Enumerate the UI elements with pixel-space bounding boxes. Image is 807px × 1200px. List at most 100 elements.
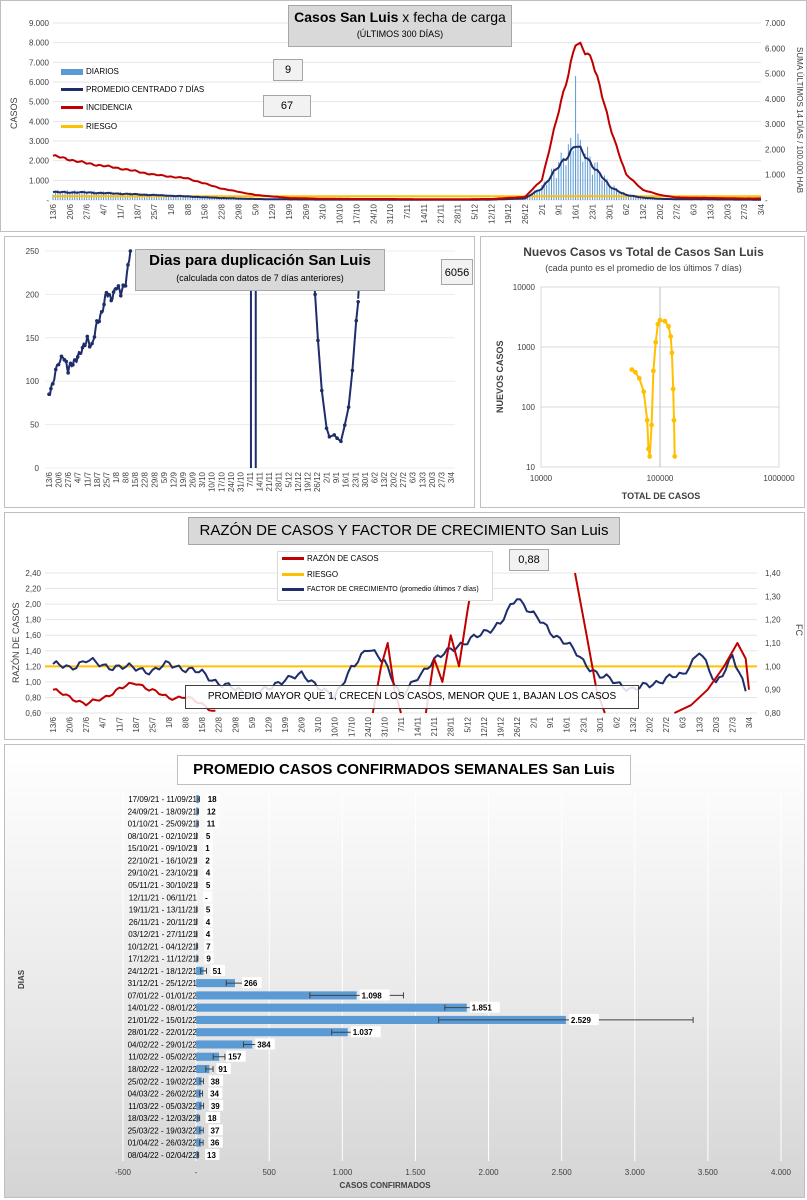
doubling-point bbox=[332, 433, 337, 437]
value-label-bg bbox=[205, 793, 221, 805]
x-tick-label: 19/12 bbox=[496, 716, 505, 737]
doubling-point bbox=[123, 284, 128, 288]
ratio-title: RAZÓN DE CASOS Y FACTOR DE CRECIMIENTO bbox=[199, 522, 546, 539]
x-tick-label: 13/2 bbox=[629, 716, 638, 732]
doubling-point bbox=[53, 367, 58, 372]
category-label: 19/11/21 - 13/11/21 bbox=[129, 906, 198, 915]
x-tick-label: 20/3 bbox=[428, 471, 437, 487]
razon-line-3 bbox=[424, 572, 475, 714]
ratio-chart-panel: 0,60 0,80 1,00 1,20 1,40 1,60 1,80 2,00 2,20 2,40… bbox=[4, 512, 805, 740]
x-tick-label: 1/8 bbox=[165, 716, 174, 728]
value-label-bg bbox=[203, 891, 213, 903]
x-tick-label: 7/11 bbox=[403, 203, 412, 219]
value-label: 39 bbox=[211, 1102, 220, 1111]
average-value-box: 67 bbox=[263, 95, 311, 117]
weekly-chart-panel: -500-500 1.000 1.500 2.000 2.500 3.000 3.500 4.… bbox=[4, 744, 805, 1198]
doubling-point bbox=[339, 439, 343, 444]
x-tick-label: 10/10 bbox=[208, 471, 217, 492]
value-label-bg bbox=[205, 1112, 221, 1124]
y2-tick-label: - bbox=[765, 196, 768, 205]
x-tick-label: 12/9 bbox=[264, 716, 273, 732]
x-tick-label: 13/6 bbox=[49, 203, 58, 219]
x-tick-label: 18/7 bbox=[93, 471, 102, 487]
x-tick-label: 1/8 bbox=[112, 471, 121, 483]
x-tick-label: 1000000 bbox=[763, 474, 795, 483]
x-tick-label: 22/8 bbox=[218, 203, 227, 219]
weekly-bar bbox=[196, 1138, 202, 1147]
x-tick-label: 17/10 bbox=[352, 203, 361, 224]
x-tick-label: 20/2 bbox=[656, 203, 665, 219]
doubling-point bbox=[319, 388, 324, 393]
x-tick-label: 3/10 bbox=[198, 471, 207, 487]
y-tick-label: 1000 bbox=[517, 343, 535, 352]
y-tick-label: 0 bbox=[35, 464, 40, 473]
new-vs-total-title: Nuevos Casos vs Total de Casos San Luis bbox=[523, 245, 764, 259]
cases-y-axis-label: CASOS bbox=[9, 97, 19, 129]
weekly-bar bbox=[196, 991, 357, 1000]
category-label: 18/02/22 - 12/02/22 bbox=[128, 1065, 198, 1074]
ratio-note-box: PROMEDIO MAYOR QUE 1, CRECEN LOS CASOS, … bbox=[185, 685, 639, 709]
cases-chart-subtitle: (ÚLTIMOS 300 DÍAS) bbox=[356, 29, 444, 39]
scatter-point bbox=[650, 368, 656, 374]
scatter-point bbox=[632, 369, 638, 375]
value-label-bg bbox=[203, 829, 214, 841]
x-tick-label: 3.500 bbox=[698, 1168, 719, 1177]
category-label: 25/02/22 - 19/02/22 bbox=[128, 1077, 198, 1086]
value-label-bg bbox=[208, 1124, 223, 1136]
category-label: 18/03/22 - 12/03/22 bbox=[128, 1114, 198, 1123]
x-tick-label: 19/12 bbox=[303, 471, 312, 492]
doubling-chart-panel: 0 50 100 150 200 250 13/6 20/6 27/6 4/7 11/7 18/7 25… bbox=[4, 236, 475, 508]
scatter-point bbox=[657, 317, 663, 323]
scatter-point bbox=[671, 417, 677, 423]
scatter-point bbox=[647, 454, 653, 459]
y-tick-label: - bbox=[46, 196, 49, 205]
value-label-bg bbox=[204, 940, 214, 952]
y-tick-label: 100 bbox=[26, 377, 40, 386]
value-label: 9 bbox=[206, 955, 211, 964]
doubling-point bbox=[111, 290, 116, 294]
y2-tick-label: 3.000 bbox=[765, 120, 786, 129]
doubling-point bbox=[114, 287, 118, 291]
x-tick-label: 19/9 bbox=[179, 471, 188, 487]
x-tick-label: 13/6 bbox=[49, 716, 58, 732]
x-tick-label: 24/10 bbox=[364, 716, 373, 737]
doubling-point bbox=[56, 362, 61, 367]
x-tick-label: 7/11 bbox=[246, 471, 255, 487]
razon-line-5 bbox=[673, 642, 750, 714]
x-tick-label: 5/9 bbox=[248, 716, 257, 728]
value-label-bg bbox=[203, 903, 214, 915]
value-label: 4 bbox=[206, 869, 211, 878]
x-tick-label: 2.000 bbox=[479, 1168, 500, 1177]
x-tick-label: 15/8 bbox=[131, 471, 140, 487]
x-tick-label: 27/2 bbox=[673, 203, 682, 219]
x-tick-label: 30/1 bbox=[605, 203, 614, 219]
x-tick-label: 20/2 bbox=[390, 471, 399, 487]
value-label: 13 bbox=[207, 1151, 216, 1160]
category-label: 22/10/21 - 16/10/21 bbox=[128, 856, 198, 865]
x-tick-label: 28/11 bbox=[275, 471, 284, 491]
x-tick-label: 9/1 bbox=[555, 203, 564, 215]
x-tick-label: 13/2 bbox=[639, 203, 648, 219]
new-vs-total-x-label: TOTAL DE CASOS bbox=[621, 491, 701, 501]
value-label: 18 bbox=[208, 795, 217, 804]
x-tick-label: 16/1 bbox=[563, 716, 572, 732]
y-tick-label: 1,00 bbox=[25, 678, 41, 687]
doubling-point bbox=[102, 302, 106, 307]
scatter-point bbox=[662, 318, 668, 324]
x-tick-label: 2.500 bbox=[552, 1168, 573, 1177]
doubling-point bbox=[346, 405, 351, 409]
doubling-point bbox=[99, 310, 104, 314]
y-tick-label: 250 bbox=[26, 247, 40, 256]
legend-razon: RAZÓN DE CASOS bbox=[282, 554, 379, 563]
weekly-bar bbox=[196, 1126, 202, 1135]
doubling-point bbox=[107, 292, 111, 297]
y-tick-label: 2.000 bbox=[29, 157, 50, 166]
legend-incidencia: INCIDENCIA bbox=[61, 103, 132, 112]
value-label: 4 bbox=[206, 918, 211, 927]
category-label: 25/03/22 - 19/03/22 bbox=[128, 1126, 198, 1135]
value-label: 37 bbox=[211, 1126, 220, 1135]
doubling-point bbox=[335, 436, 339, 441]
factor-line bbox=[52, 598, 747, 699]
doubling-point bbox=[90, 341, 94, 346]
category-label: 04/03/22 - 26/02/22 bbox=[128, 1090, 198, 1099]
